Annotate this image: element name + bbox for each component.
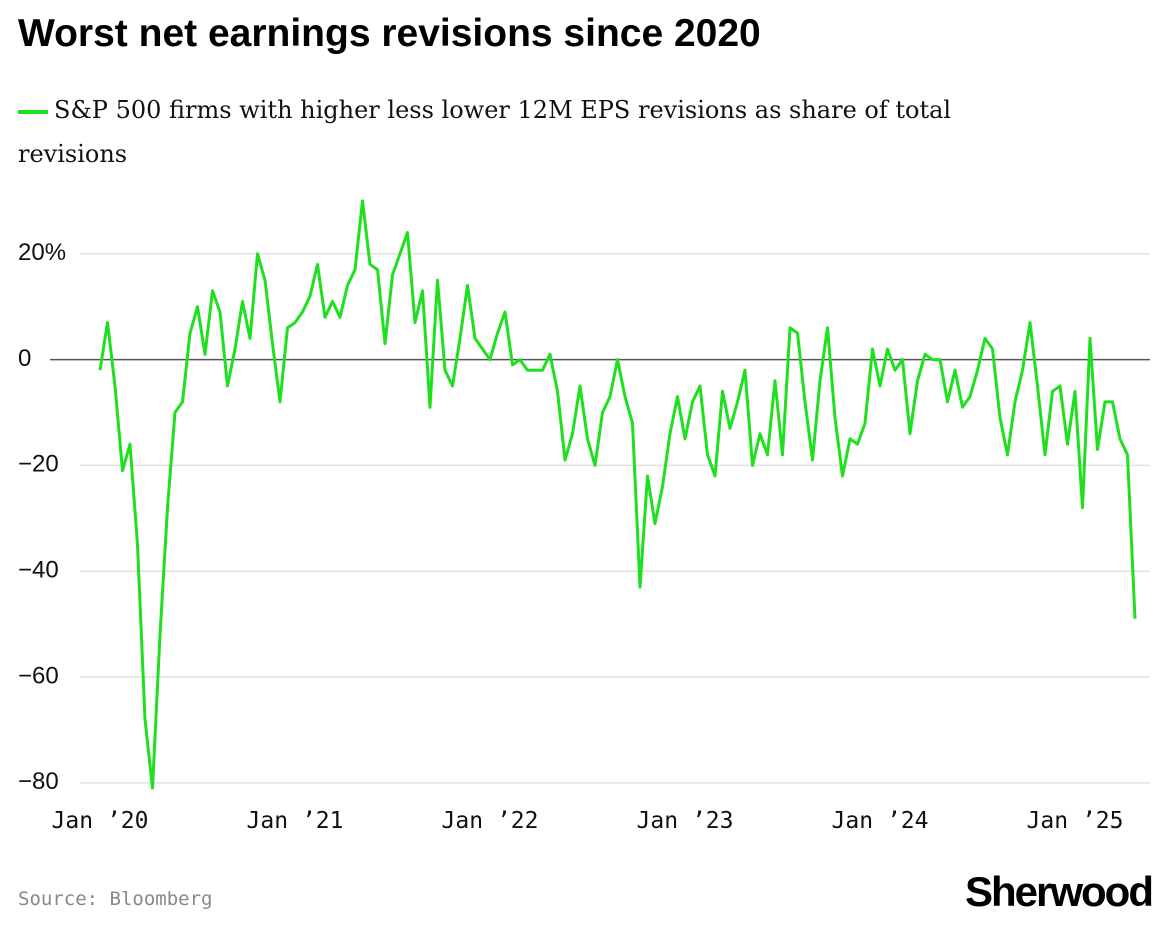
x-tick-label: Jan ’20 xyxy=(52,808,149,834)
source: Source: Bloomberg xyxy=(18,888,213,910)
x-tick-label: Jan ’21 xyxy=(247,808,344,834)
legend-swatch xyxy=(18,109,48,114)
legend-label: S&P 500 firms with higher less lower 12M… xyxy=(18,96,952,168)
x-tick-label: Jan ’23 xyxy=(637,808,734,834)
chart: 20% 0 −20 −40 −60 −80 Jan ’20 Jan ’21 Jan ’22 Jan… xyxy=(18,199,1150,834)
y-tick-label: 0 xyxy=(18,345,31,372)
brand-logo: Sherwood xyxy=(964,868,1154,915)
data-line xyxy=(98,199,1137,790)
legend: S&P 500 firms with higher less lower 12M… xyxy=(18,88,1038,176)
y-tick-label: −40 xyxy=(18,557,59,584)
y-tick-label: −80 xyxy=(18,768,59,795)
chart-title: Worst net earnings revisions since 2020 xyxy=(18,12,761,55)
y-tick-label: −20 xyxy=(18,451,59,478)
x-tick-label: Jan ’22 xyxy=(442,808,539,834)
x-tick-label: Jan ’25 xyxy=(1027,808,1124,834)
y-tick-label: 20% xyxy=(18,239,66,266)
x-tick-label: Jan ’24 xyxy=(832,808,929,834)
y-tick-label: −60 xyxy=(18,662,59,689)
